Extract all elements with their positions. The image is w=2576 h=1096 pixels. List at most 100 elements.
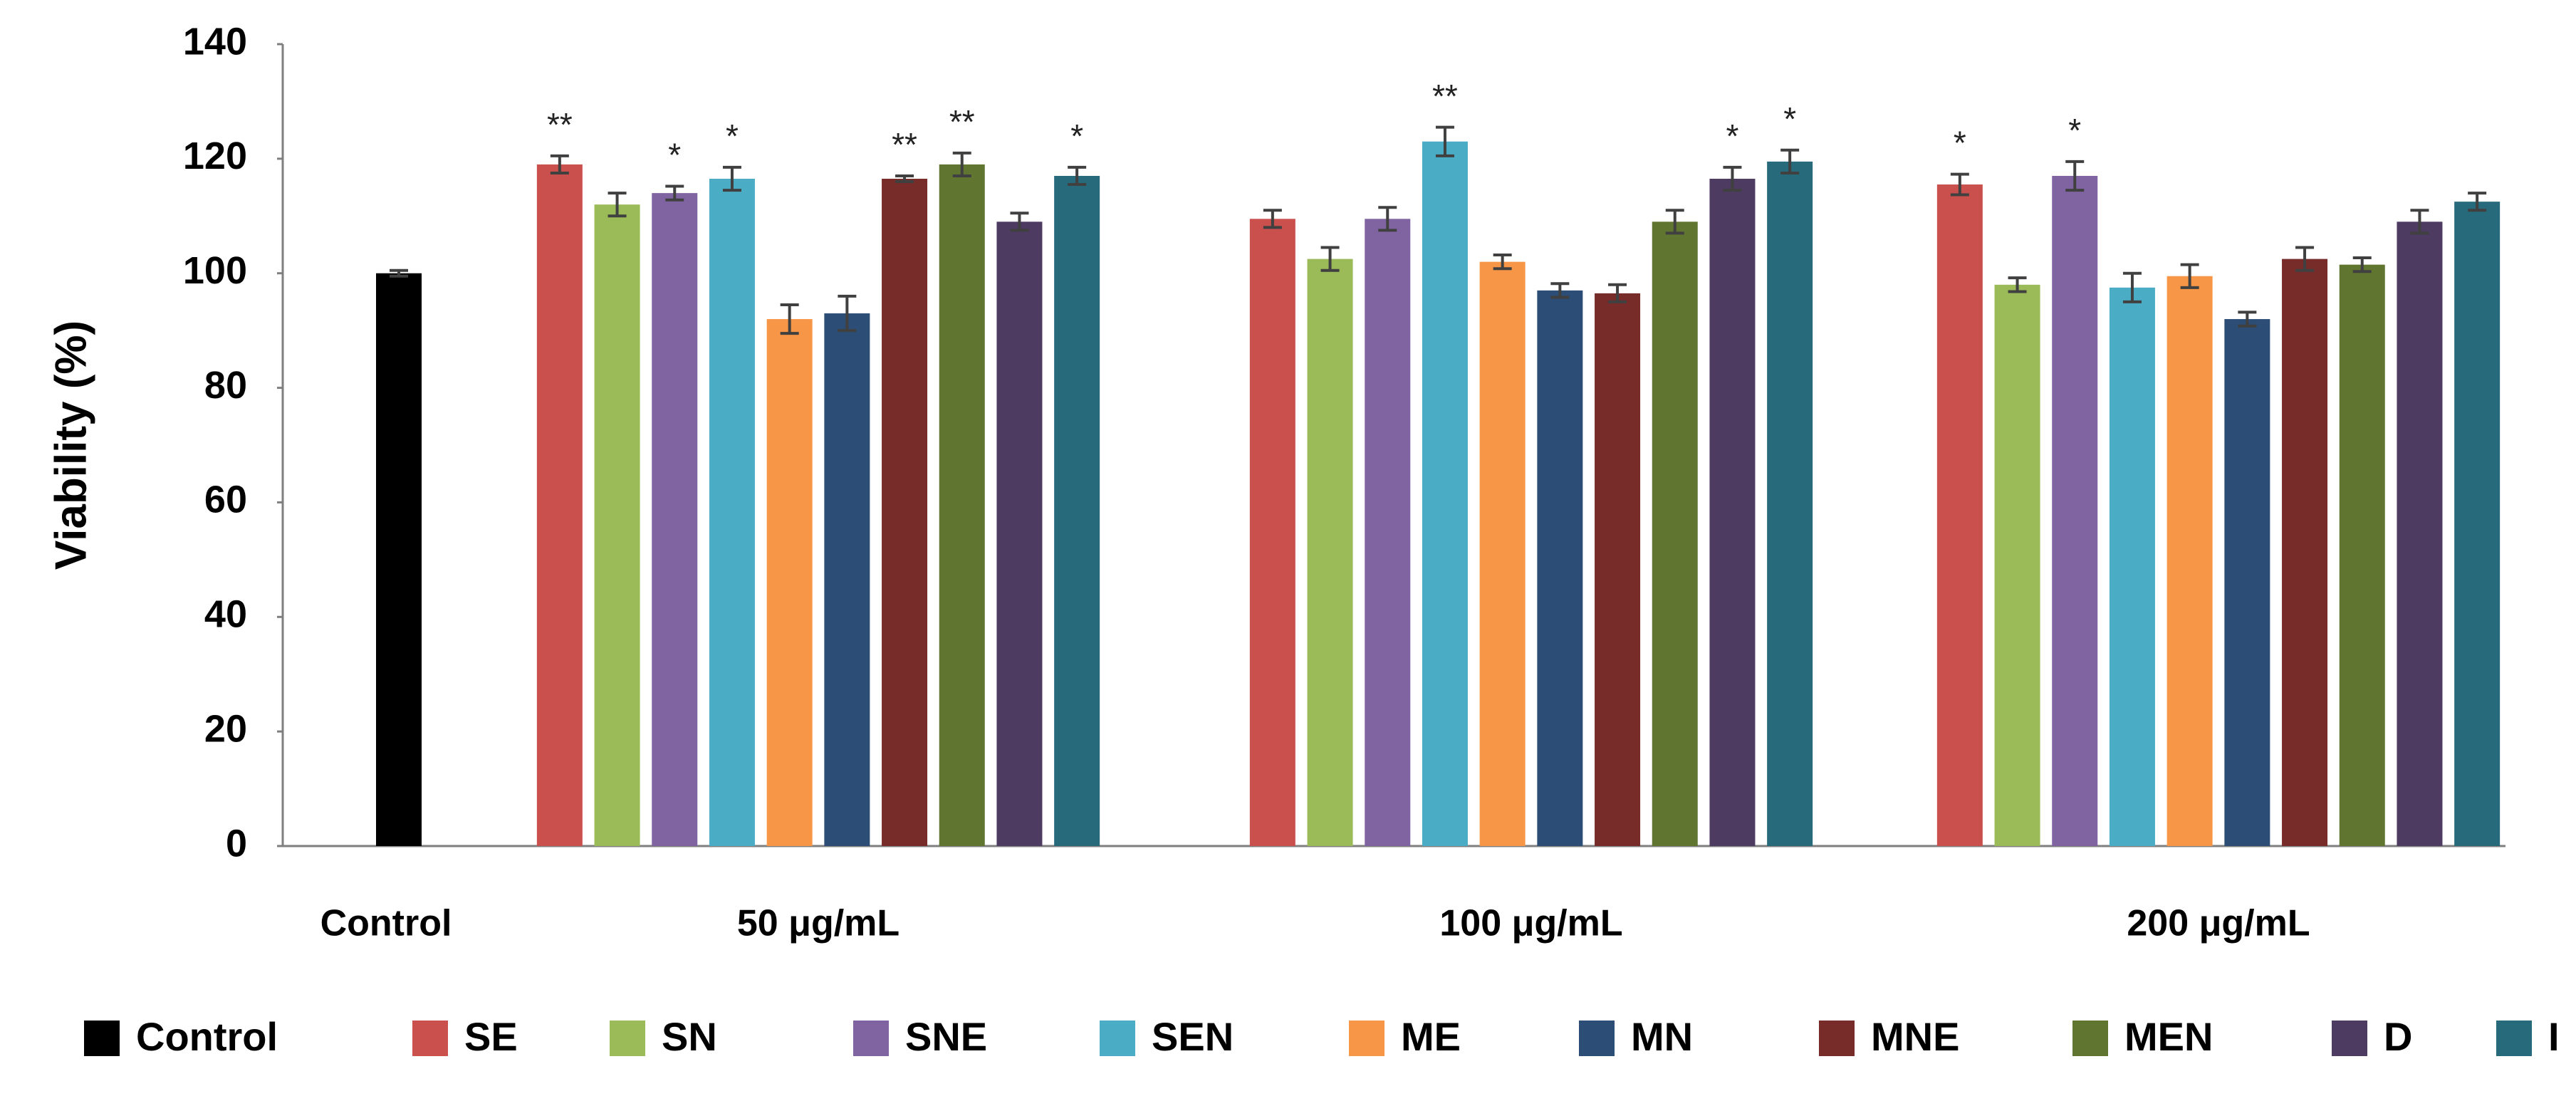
- bar: [1595, 293, 1641, 847]
- bar: [996, 221, 1043, 846]
- bar: [2282, 259, 2328, 846]
- bar: [2454, 202, 2501, 846]
- bar: [1994, 284, 2040, 846]
- error-bar: [1435, 125, 1454, 157]
- legend-label: MN: [1631, 1014, 1693, 1059]
- y-tick-label: 140: [183, 20, 247, 63]
- bar: [2397, 221, 2443, 846]
- error-bar: [838, 294, 857, 333]
- error-bar: [1068, 165, 1087, 187]
- error-bar: [390, 268, 408, 278]
- legend-label: MNE: [1871, 1014, 1959, 1059]
- bar: [1652, 221, 1698, 846]
- error-bar: [2008, 276, 2027, 293]
- legend-swatch: [1349, 1021, 1385, 1056]
- legend-swatch: [412, 1021, 448, 1056]
- bar: [1307, 259, 1353, 846]
- legend-label: SE: [464, 1014, 518, 1059]
- bar: [939, 164, 985, 846]
- x-tick-label: 100 μg/mL: [1439, 903, 1622, 944]
- legend-label: ME: [1401, 1014, 1461, 1059]
- legend-label: SEN: [1152, 1014, 1234, 1059]
- error-bar: [2468, 192, 2487, 212]
- bar: [594, 204, 640, 846]
- significance-label: *: [726, 118, 739, 155]
- error-bar: [1493, 253, 1512, 271]
- bar: [2166, 276, 2213, 846]
- y-tick-label: 60: [204, 479, 247, 521]
- error-bar: [722, 165, 741, 192]
- error-bar: [2122, 271, 2142, 303]
- bar: [766, 319, 813, 846]
- legend-swatch: [2072, 1021, 2108, 1056]
- y-tick-label: 40: [204, 593, 247, 636]
- bar: [709, 179, 755, 846]
- error-bar: [2065, 160, 2085, 192]
- legend-label: MEN: [2124, 1014, 2213, 1059]
- error-bar: [608, 192, 627, 218]
- legend-swatch: [1579, 1021, 1615, 1056]
- legend-swatch: [2496, 1021, 2532, 1056]
- significance-label: *: [1726, 118, 1738, 155]
- error-bar: [780, 303, 799, 335]
- bar: [1709, 179, 1756, 846]
- bar: [1479, 261, 1526, 847]
- error-bar: [1950, 172, 1969, 197]
- x-tick-label: 50 μg/mL: [737, 903, 899, 944]
- bar: [1537, 290, 1583, 846]
- y-axis-label: Viability (%): [46, 320, 95, 570]
- legend-label: Control: [136, 1014, 278, 1059]
- error-bar: [2295, 246, 2315, 272]
- bar: [882, 179, 928, 846]
- y-tick-label: 80: [204, 364, 247, 407]
- error-bar: [1010, 212, 1029, 232]
- significance-label: **: [892, 126, 917, 163]
- legend-swatch: [853, 1021, 889, 1056]
- bar: [376, 273, 422, 846]
- significance-label: *: [2068, 112, 2081, 149]
- error-bar: [2238, 310, 2257, 328]
- significance-label: **: [547, 106, 573, 143]
- error-bar: [952, 151, 971, 177]
- bar: [536, 164, 583, 846]
- legend-swatch: [84, 1021, 120, 1056]
- legend-label: D: [2384, 1014, 2412, 1059]
- error-bar: [895, 174, 914, 184]
- error-bar: [1378, 206, 1397, 232]
- bar: [1767, 161, 1813, 847]
- error-bar: [550, 154, 569, 174]
- error-bar: [1263, 209, 1282, 229]
- error-bar: [2352, 256, 2372, 273]
- legend-label: SN: [662, 1014, 717, 1059]
- bar: [1054, 175, 1100, 846]
- error-bar: [1320, 246, 1340, 272]
- error-bar: [1665, 209, 1684, 235]
- error-bar: [1608, 283, 1627, 303]
- bar: [1936, 184, 1983, 846]
- significance-label: **: [949, 103, 975, 140]
- significance-label: *: [1070, 118, 1083, 155]
- legend-swatch: [1819, 1021, 1855, 1056]
- significance-label: *: [668, 137, 681, 174]
- legend-swatch: [610, 1021, 645, 1056]
- legend-swatch: [1100, 1021, 1135, 1056]
- error-bar: [2410, 209, 2429, 235]
- significance-label: **: [1432, 78, 1458, 115]
- bar: [2109, 287, 2155, 847]
- error-bar: [2180, 263, 2199, 289]
- bar: [652, 193, 698, 847]
- legend-swatch: [2332, 1021, 2367, 1056]
- error-bar: [1550, 282, 1570, 299]
- x-tick-label: 200 μg/mL: [2127, 903, 2310, 944]
- legend-label: SNE: [905, 1014, 987, 1059]
- bar: [2339, 264, 2385, 846]
- legend-label: I: [2548, 1014, 2560, 1059]
- error-bar: [665, 184, 684, 202]
- significance-label: *: [1783, 100, 1796, 137]
- bar: [1422, 141, 1468, 846]
- bar: [1365, 219, 1411, 846]
- y-tick-label: 100: [183, 249, 247, 292]
- bar: [2052, 175, 2098, 846]
- x-tick-label: Control: [320, 903, 452, 944]
